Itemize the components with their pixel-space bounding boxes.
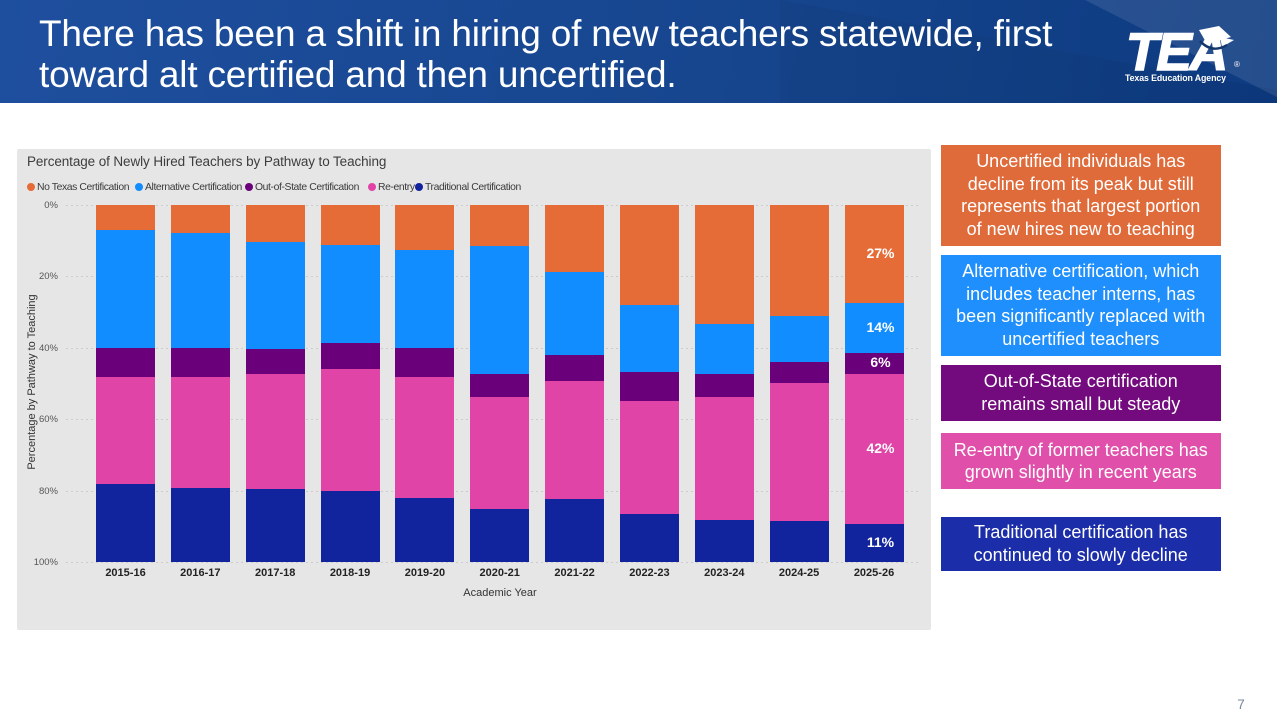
svg-text:®: ® [1234,60,1240,69]
svg-text:Texas Education Agency: Texas Education Agency [1125,73,1226,83]
svg-text:TEA: TEA [1126,23,1226,82]
